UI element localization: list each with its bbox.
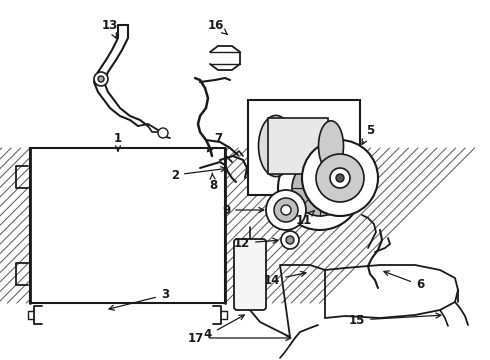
Ellipse shape — [318, 121, 343, 171]
Text: 16: 16 — [208, 18, 227, 34]
Text: 10: 10 — [331, 153, 350, 171]
Circle shape — [281, 205, 291, 215]
Text: 3: 3 — [109, 288, 169, 310]
Circle shape — [308, 176, 332, 200]
Bar — [248, 100, 360, 195]
Text: 12: 12 — [234, 237, 278, 249]
Bar — [30, 148, 225, 303]
Text: 9: 9 — [222, 203, 264, 216]
Text: 15: 15 — [349, 313, 441, 327]
Circle shape — [286, 236, 294, 244]
Text: 4: 4 — [204, 315, 245, 342]
Circle shape — [302, 140, 378, 216]
Text: 1: 1 — [114, 131, 122, 151]
Text: 7: 7 — [208, 131, 222, 152]
Text: 6: 6 — [384, 271, 424, 292]
Text: 11: 11 — [296, 211, 315, 226]
Circle shape — [266, 190, 306, 230]
Text: 8: 8 — [209, 173, 217, 192]
Text: 2: 2 — [171, 167, 226, 181]
FancyBboxPatch shape — [234, 239, 266, 310]
Circle shape — [278, 146, 362, 230]
Circle shape — [330, 168, 350, 188]
Circle shape — [292, 160, 348, 216]
Circle shape — [281, 231, 299, 249]
Circle shape — [274, 198, 298, 222]
Bar — [268, 118, 328, 174]
Text: 17: 17 — [188, 332, 291, 345]
Text: 13: 13 — [102, 18, 118, 38]
Circle shape — [94, 72, 108, 86]
Circle shape — [336, 174, 344, 182]
Text: 5: 5 — [362, 123, 374, 144]
Circle shape — [158, 128, 168, 138]
Text: 14: 14 — [264, 271, 306, 287]
Circle shape — [98, 76, 104, 82]
Ellipse shape — [259, 116, 294, 177]
Circle shape — [316, 154, 364, 202]
